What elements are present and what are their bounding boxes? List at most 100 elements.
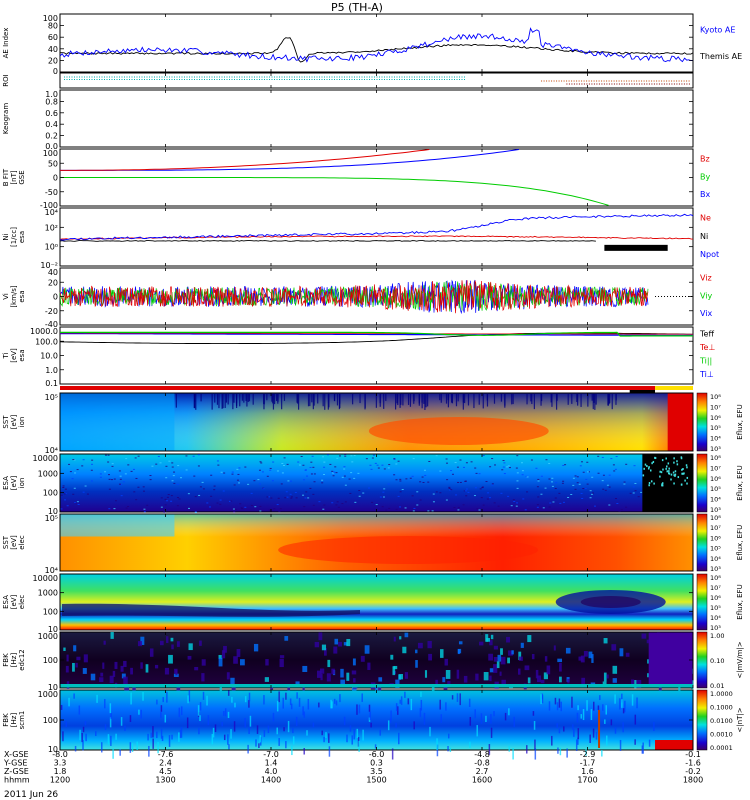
esa-ion-speck-254	[198, 494, 201, 496]
fbk2-speck-250	[490, 727, 493, 738]
fbk1-speck-54	[194, 666, 199, 671]
esa-ion-end-speck-32	[665, 467, 667, 470]
esa-ion-speck-58	[76, 501, 79, 503]
esa-ion-speck-78	[281, 462, 284, 464]
esa-ion-speck-365	[512, 499, 515, 501]
esa-ion-speck-362	[473, 495, 476, 497]
legend-ae-1: Themis AE	[699, 52, 742, 61]
fbk1-speck-19	[535, 669, 539, 679]
fbk2-speck-22	[459, 693, 461, 706]
esa-ion-speck-459	[270, 497, 273, 499]
esa-ion-end-speck-19	[649, 469, 652, 472]
fbk2-speck-26	[81, 733, 83, 743]
esa-ion-speck-307	[586, 461, 589, 463]
fbk1-speck-120	[499, 671, 502, 676]
esa-ion-speck-194	[268, 509, 271, 511]
esa-ion-end-speck-54	[683, 472, 685, 475]
sst-ion-streak-0	[283, 394, 286, 401]
esa-ion-speck-330	[362, 492, 365, 494]
esa-ion-speck-227	[64, 492, 67, 494]
fbk2-speck-166	[227, 690, 230, 696]
fbk2-speck-31	[554, 697, 557, 705]
fbk2-speck-127	[353, 729, 355, 740]
fbk2-speck-236	[244, 696, 247, 703]
esa-ion-speck-212	[210, 474, 213, 476]
ni-npot-line	[59, 213, 694, 241]
fbk2-speck-245	[110, 713, 112, 720]
fbk2-speck-207	[68, 697, 70, 707]
esa-ion-speck-231	[108, 508, 111, 510]
ytick-label-vi-0: 40	[48, 268, 58, 277]
esa-ion-speck-165	[173, 471, 176, 473]
sst-ion-streak-79	[439, 394, 441, 401]
esa-ion-speck-386	[213, 485, 216, 487]
esa-ion-speck-206	[562, 464, 565, 466]
sst-ion-streak-61	[307, 394, 310, 407]
ytick-label-bfit-3: -50	[45, 188, 58, 197]
esa-ion-speck-130	[516, 455, 519, 457]
fbk1-speck-142	[302, 665, 308, 672]
esa-ion-speck-462	[456, 466, 459, 468]
cbtick-fbk1-1: 0.10	[710, 657, 724, 665]
esa-ion-speck-324	[343, 475, 346, 477]
fbk2-speck-64	[404, 691, 406, 698]
esa-ion-speck-31	[313, 481, 316, 483]
fbk1-speck-108	[393, 636, 396, 642]
esa-ion-speck-357	[222, 490, 225, 492]
esa-ion-speck-53	[238, 482, 241, 484]
xrow-1-value-3: 0.3	[370, 759, 383, 768]
fbk2-speck-186	[129, 742, 132, 753]
fbk2-speck-123	[214, 724, 217, 733]
esa-ion-speck-192	[521, 470, 524, 472]
sst-ion-streak-112	[333, 394, 336, 401]
esa-ion-speck-463	[580, 461, 583, 463]
fbk1-speck-78	[140, 636, 145, 645]
esa-ion-speck-159	[125, 507, 128, 509]
ylabel-vi-0: Vi	[2, 293, 10, 300]
fbk2-speck-53	[558, 698, 561, 708]
fbk2-speck-257	[295, 716, 298, 726]
fbk2-speck-238	[199, 715, 201, 722]
esa-ion-speck-390	[374, 462, 377, 464]
ylabel-fbk1-0: FBK	[2, 653, 10, 667]
fbk1-speck-55	[218, 654, 222, 660]
esa-ion-speck-375	[343, 468, 346, 470]
esa-ion-speck-403	[445, 499, 448, 501]
ytick-label-keogram-2: 0.6	[45, 109, 58, 118]
colorbar-label-fbk2: <|nT|>	[736, 707, 744, 732]
esa-ion-speck-367	[558, 492, 561, 494]
esa-ion-speck-331	[338, 455, 341, 457]
esa-ion-speck-319	[120, 495, 123, 497]
fbk1-end	[648, 632, 693, 688]
sst-ion-streak-136	[364, 394, 366, 410]
fbk2-speck-32	[325, 732, 327, 739]
fbk1-speck-187	[351, 670, 357, 675]
sst-ion-streak-88	[577, 394, 579, 406]
esa-ion-speck-120	[602, 474, 605, 476]
esa-ion-speck-234	[381, 506, 384, 508]
sst-ion-streak-94	[297, 394, 300, 410]
fbk2-speck-169	[187, 695, 189, 704]
legend-bfit-0: Bz	[700, 154, 710, 163]
esa-ion-end-speck-20	[673, 474, 675, 477]
fbk1-speck-32	[124, 686, 130, 693]
esa-ion-speck-498	[71, 478, 74, 480]
fbk2-speck-86	[533, 721, 536, 730]
fbk2-speck-206	[614, 727, 617, 734]
esa-ion-speck-413	[537, 478, 540, 480]
fbk2-speck-76	[188, 690, 191, 702]
fbk2-speck-56	[614, 694, 616, 704]
esa-ion-speck-187	[173, 482, 176, 484]
cbtick-sst2-1: 10⁷	[710, 524, 721, 532]
esa-ion-speck-491	[287, 480, 290, 482]
fbk2-spike	[598, 710, 601, 748]
fbk2-speck-162	[606, 735, 608, 746]
fbk1-speck-163	[611, 644, 617, 651]
esa-ion-speck-1	[277, 497, 280, 499]
esa-ion-speck-127	[409, 477, 412, 479]
fbk2-speck-71	[577, 728, 580, 740]
esa-ion-speck-86	[81, 465, 84, 467]
esa-ion-speck-456	[551, 477, 554, 479]
fbk2-speck-214	[96, 694, 98, 703]
ylabel-esa2-0: ESA	[2, 595, 10, 609]
